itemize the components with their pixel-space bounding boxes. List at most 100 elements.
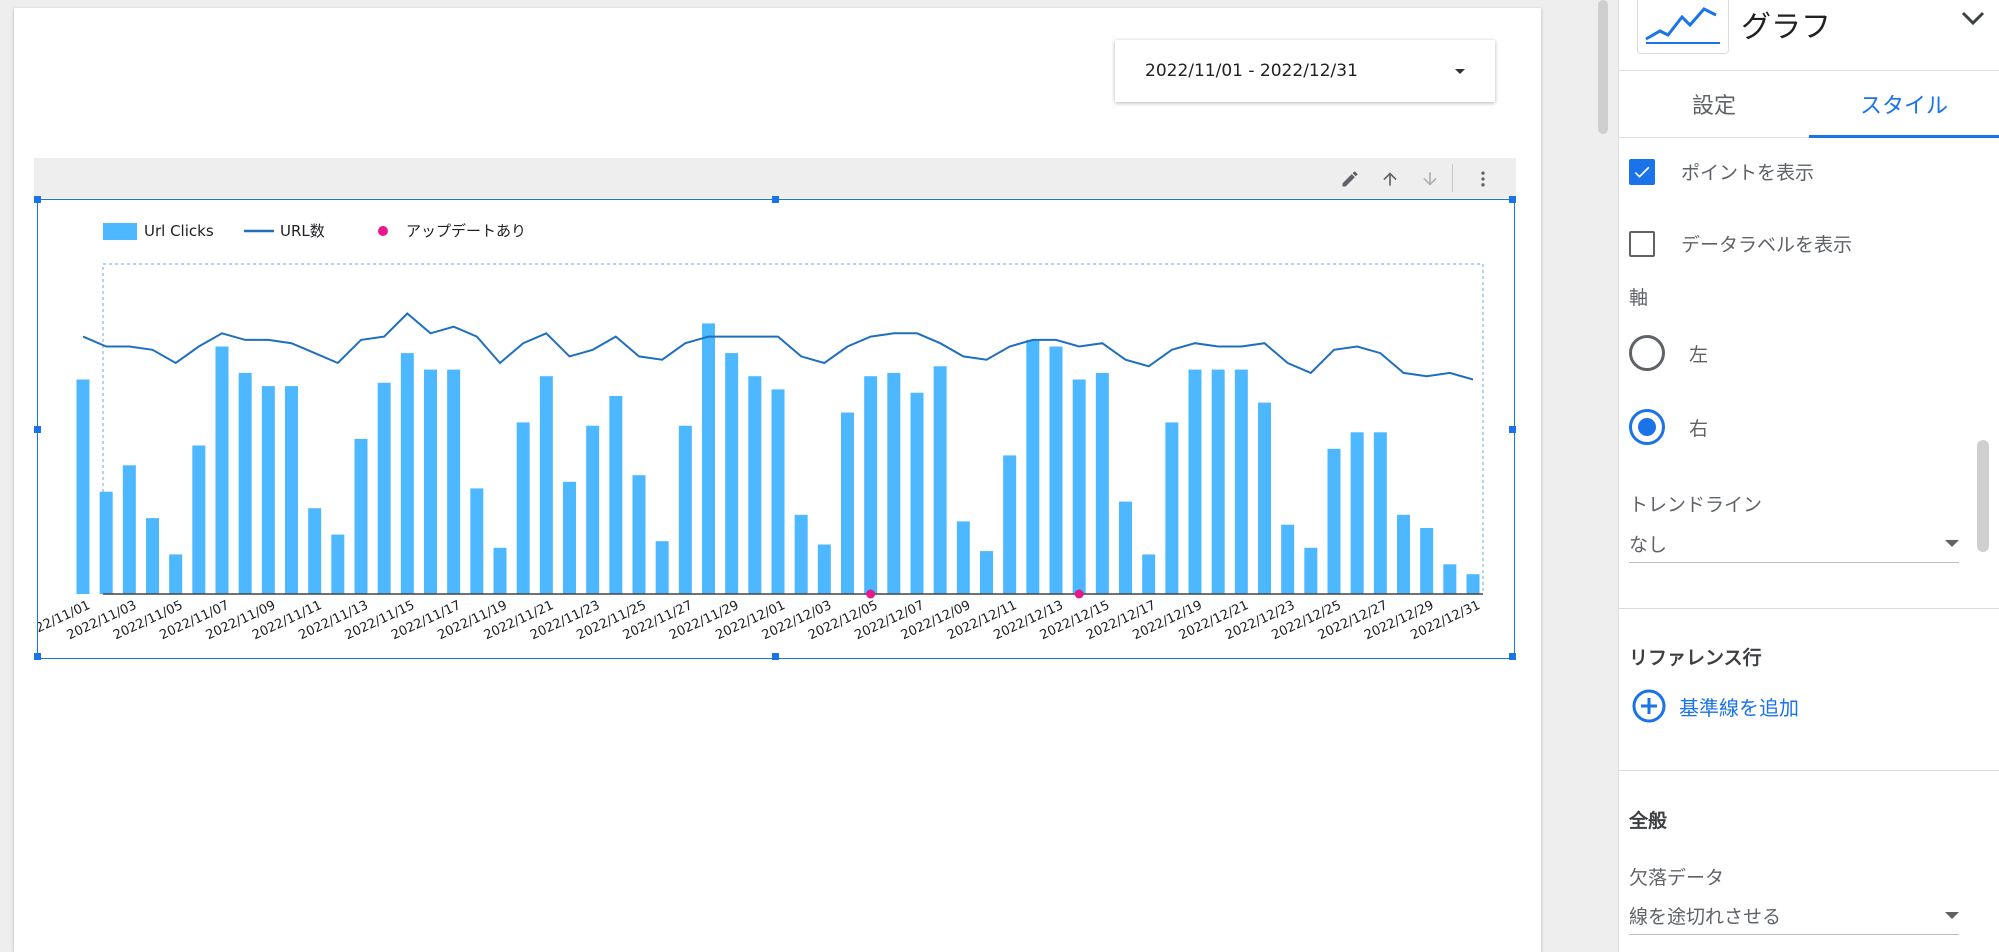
bar-url-clicks <box>655 541 669 594</box>
canvas-scrollbar[interactable] <box>1590 0 1608 952</box>
bar-url-clicks <box>1049 346 1063 594</box>
show-points-label: ポイントを表示 <box>1681 162 1815 184</box>
add-reference-line-button[interactable]: 基準線を追加 <box>1631 688 1799 724</box>
missing-data-value: 線を途切れさせる <box>1629 905 1782 928</box>
properties-panel: グラフ 設定 スタイル ポイントを表示 データラベルを表示 軸 左 右 トレンド <box>1618 0 1999 952</box>
date-range-value: 2022/11/01 - 2022/12/31 <box>1145 61 1358 81</box>
bar-url-clicks <box>76 379 90 594</box>
legend-swatch-bar <box>103 223 137 240</box>
bar-url-clicks <box>1373 432 1387 594</box>
section-divider <box>1619 608 1999 609</box>
tab-style[interactable]: スタイル <box>1859 94 1948 119</box>
more-vert-icon[interactable] <box>1470 166 1496 192</box>
chart-legend: Url Clicks URL数 アップデートあり <box>103 222 526 240</box>
bar-url-clicks <box>841 412 854 594</box>
bar-url-clicks <box>285 386 298 594</box>
resize-handle[interactable] <box>1509 196 1516 203</box>
series-line-url <box>82 312 1474 381</box>
bar-url-clicks <box>1188 369 1202 594</box>
bar-url-clicks <box>470 488 484 594</box>
resize-handle[interactable] <box>1509 653 1516 660</box>
line-chart-icon <box>1645 7 1720 44</box>
resize-handle[interactable] <box>34 196 41 203</box>
bar-url-clicks <box>725 353 739 594</box>
combo-chart: Url Clicks URL数 アップデートあり 2022/11/012022/11… <box>18 222 1484 643</box>
panel-header: グラフ <box>1619 0 1999 71</box>
update-point <box>1074 589 1084 599</box>
trendline-dropdown[interactable]: なし <box>1629 524 1959 563</box>
chart-selection-box[interactable]: Url Clicks URL数 アップデートあり 2022/11/01 2022/11… <box>18 196 1516 660</box>
style-panel-body: ポイントを表示 データラベルを表示 軸 左 右 トレンドライン なし リファレン… <box>1619 138 1999 952</box>
bar-url-clicks <box>933 366 947 594</box>
resize-handle[interactable] <box>34 653 41 660</box>
report-canvas: 2022/11/01 - 2022/12/31 Url Clicks URL数 アッ… <box>14 0 1608 952</box>
chart-type-selector[interactable] <box>1637 0 1729 54</box>
bar-url-clicks <box>586 425 600 594</box>
date-range-picker[interactable]: 2022/11/01 - 2022/12/31 <box>1115 40 1495 102</box>
general-title: 全般 <box>1629 810 1668 832</box>
bar-url-clicks <box>632 475 646 594</box>
bar-url-clicks <box>1003 455 1017 594</box>
caret-down-icon[interactable] <box>1455 68 1465 74</box>
trendline-value: なし <box>1629 533 1668 556</box>
resize-handle[interactable] <box>34 426 41 433</box>
missing-data-dropdown[interactable]: 線を途切れさせる <box>1629 896 1959 935</box>
bar-url-clicks <box>1026 339 1040 594</box>
bar-url-clicks <box>887 372 901 594</box>
bar-url-clicks <box>1420 528 1434 594</box>
axis-left-label: 左 <box>1689 343 1709 366</box>
panel-scrollbar-thumb[interactable] <box>1977 440 1989 552</box>
bar-url-clicks <box>1095 372 1109 594</box>
pencil-icon[interactable] <box>1337 166 1363 192</box>
arrow-up-icon[interactable] <box>1377 166 1403 192</box>
bar-url-clicks <box>516 422 530 594</box>
bar-url-clicks <box>956 521 970 594</box>
bar-url-clicks <box>215 346 229 594</box>
legend-label-url-clicks: Url Clicks <box>144 222 214 240</box>
show-points-row: ポイントを表示 <box>1629 158 1814 185</box>
show-data-labels-label: データラベルを表示 <box>1681 234 1853 256</box>
bar-url-clicks <box>1258 402 1271 594</box>
axis-left-radio[interactable] <box>1629 335 1665 371</box>
canvas-scrollbar-thumb[interactable] <box>1598 0 1608 134</box>
arrow-down-icon[interactable] <box>1417 166 1443 192</box>
section-divider <box>1619 770 1999 771</box>
bar-url-clicks <box>192 445 206 594</box>
toolbar-divider <box>1452 164 1453 192</box>
caret-down-icon <box>1945 911 1959 919</box>
axis-title: 軸 <box>1629 287 1649 309</box>
bar-url-clicks <box>400 353 414 594</box>
bar-url-clicks <box>1142 554 1156 594</box>
resize-handle[interactable] <box>1509 426 1516 433</box>
reference-lines-title: リファレンス行 <box>1629 647 1762 669</box>
trendline-label: トレンドライン <box>1629 494 1763 516</box>
axis-right-label: 右 <box>1689 417 1709 440</box>
missing-data-label: 欠落データ <box>1629 867 1725 889</box>
axis-left-row: 左 <box>1629 335 1708 371</box>
check-icon <box>1634 166 1650 178</box>
chevron-down-icon[interactable] <box>1959 6 1987 34</box>
bar-url-clicks <box>1281 524 1295 594</box>
bar-url-clicks <box>539 376 553 594</box>
bar-url-clicks <box>1119 501 1132 594</box>
bar-url-clicks <box>1350 432 1364 594</box>
tab-indicator <box>1809 135 1999 138</box>
bar-url-clicks <box>424 369 437 594</box>
bar-url-clicks <box>493 547 507 594</box>
tab-settings[interactable]: 設定 <box>1691 94 1736 119</box>
bar-url-clicks <box>1165 422 1179 594</box>
caret-down-icon <box>1945 539 1959 547</box>
update-point <box>866 589 876 599</box>
axis-right-radio[interactable] <box>1629 409 1665 445</box>
bar-url-clicks <box>1211 369 1225 594</box>
show-points-checkbox[interactable] <box>1629 158 1655 185</box>
bar-url-clicks <box>169 554 183 594</box>
resize-handle[interactable] <box>772 653 779 660</box>
chart-toolbar <box>34 158 1516 198</box>
show-data-labels-checkbox[interactable] <box>1629 230 1655 257</box>
bar-url-clicks <box>864 376 878 594</box>
bar-url-clicks <box>702 323 715 594</box>
resize-handle[interactable] <box>772 196 779 203</box>
bar-url-clicks <box>308 508 322 594</box>
bar-url-clicks <box>1234 369 1248 594</box>
